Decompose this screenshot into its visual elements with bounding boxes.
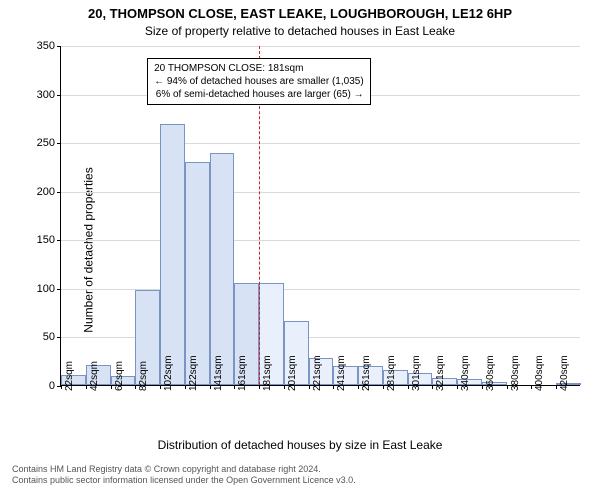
xtick-label: 281sqm xyxy=(386,355,397,391)
chart-title-line2: Size of property relative to detached ho… xyxy=(0,24,600,38)
credit-line-2: Contains public sector information licen… xyxy=(12,475,356,486)
x-axis-label: Distribution of detached houses by size … xyxy=(0,438,600,452)
xtick-label: 22sqm xyxy=(64,361,75,391)
ytick-mark xyxy=(57,95,61,96)
ytick-label: 150 xyxy=(37,234,55,246)
xtick-mark xyxy=(111,385,112,389)
ytick-mark xyxy=(57,337,61,338)
xtick-label: 141sqm xyxy=(213,355,224,391)
histogram-bar xyxy=(160,124,185,385)
xtick-mark xyxy=(160,385,161,389)
xtick-label: 400sqm xyxy=(534,355,545,391)
xtick-mark xyxy=(135,385,136,389)
ytick-label: 350 xyxy=(37,40,55,52)
credit-text: Contains HM Land Registry data © Crown c… xyxy=(12,464,356,487)
xtick-mark xyxy=(482,385,483,389)
xtick-mark xyxy=(86,385,87,389)
xtick-label: 321sqm xyxy=(435,355,446,391)
xtick-label: 360sqm xyxy=(485,355,496,391)
ytick-mark xyxy=(57,289,61,290)
xtick-mark xyxy=(358,385,359,389)
chart-title-line1: 20, THOMPSON CLOSE, EAST LEAKE, LOUGHBOR… xyxy=(0,6,600,21)
histogram-bar xyxy=(185,162,210,385)
xtick-mark xyxy=(383,385,384,389)
xtick-mark xyxy=(234,385,235,389)
xtick-mark xyxy=(457,385,458,389)
xtick-label: 340sqm xyxy=(460,355,471,391)
xtick-mark xyxy=(333,385,334,389)
xtick-label: 42sqm xyxy=(89,361,100,391)
gridline-h xyxy=(61,143,580,144)
xtick-mark xyxy=(556,385,557,389)
xtick-mark xyxy=(309,385,310,389)
ytick-label: 0 xyxy=(49,380,55,392)
xtick-label: 102sqm xyxy=(163,355,174,391)
ytick-label: 50 xyxy=(43,331,55,343)
xtick-label: 301sqm xyxy=(411,355,422,391)
gridline-h xyxy=(61,46,580,47)
xtick-mark xyxy=(284,385,285,389)
xtick-mark xyxy=(531,385,532,389)
xtick-label: 380sqm xyxy=(510,355,521,391)
ytick-label: 300 xyxy=(37,89,55,101)
xtick-label: 201sqm xyxy=(287,355,298,391)
xtick-label: 241sqm xyxy=(336,355,347,391)
ytick-mark xyxy=(57,240,61,241)
gridline-h xyxy=(61,240,580,241)
annotation-line: ← 94% of detached houses are smaller (1,… xyxy=(154,75,364,88)
xtick-mark xyxy=(432,385,433,389)
xtick-label: 122sqm xyxy=(188,355,199,391)
xtick-label: 82sqm xyxy=(138,361,149,391)
annotation-box: 20 THOMPSON CLOSE: 181sqm← 94% of detach… xyxy=(147,58,371,105)
xtick-mark xyxy=(408,385,409,389)
ytick-mark xyxy=(57,143,61,144)
xtick-label: 420sqm xyxy=(559,355,570,391)
xtick-label: 161sqm xyxy=(237,355,248,391)
credit-line-1: Contains HM Land Registry data © Crown c… xyxy=(12,464,356,475)
ytick-mark xyxy=(57,46,61,47)
plot-area: 05010015020025030035022sqm42sqm62sqm82sq… xyxy=(60,46,580,386)
xtick-mark xyxy=(259,385,260,389)
xtick-label: 221sqm xyxy=(312,355,323,391)
xtick-mark xyxy=(210,385,211,389)
xtick-mark xyxy=(507,385,508,389)
xtick-mark xyxy=(61,385,62,389)
annotation-line: 20 THOMPSON CLOSE: 181sqm xyxy=(154,62,364,75)
gridline-h xyxy=(61,192,580,193)
xtick-label: 261sqm xyxy=(361,355,372,391)
histogram-bar xyxy=(210,153,235,385)
xtick-mark xyxy=(185,385,186,389)
annotation-line: 6% of semi-detached houses are larger (6… xyxy=(154,88,364,101)
ytick-label: 200 xyxy=(37,186,55,198)
ytick-label: 100 xyxy=(37,283,55,295)
xtick-label: 181sqm xyxy=(262,355,273,391)
ytick-mark xyxy=(57,192,61,193)
ytick-label: 250 xyxy=(37,137,55,149)
xtick-label: 62sqm xyxy=(114,361,125,391)
